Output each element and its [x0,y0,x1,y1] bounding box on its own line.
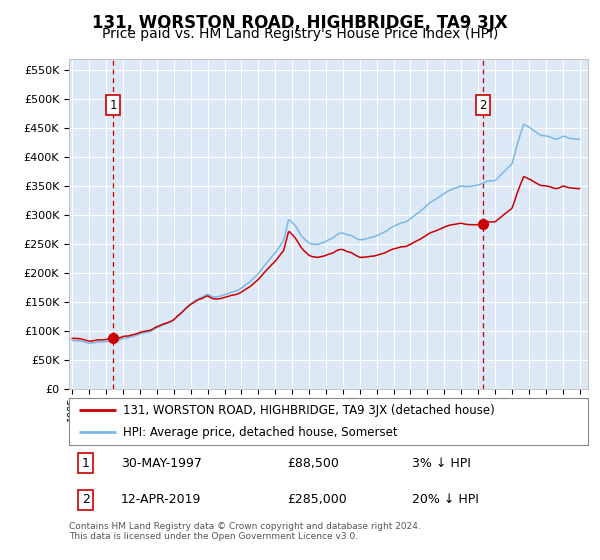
Text: 30-MAY-1997: 30-MAY-1997 [121,457,202,470]
Text: HPI: Average price, detached house, Somerset: HPI: Average price, detached house, Some… [124,426,398,439]
Text: £285,000: £285,000 [287,493,347,506]
Text: 12-APR-2019: 12-APR-2019 [121,493,201,506]
Text: £88,500: £88,500 [287,457,339,470]
Text: 1: 1 [82,457,90,470]
Text: 1: 1 [109,99,117,111]
Text: Price paid vs. HM Land Registry's House Price Index (HPI): Price paid vs. HM Land Registry's House … [102,27,498,41]
Text: Contains HM Land Registry data © Crown copyright and database right 2024.
This d: Contains HM Land Registry data © Crown c… [69,522,421,542]
Text: 2: 2 [82,493,90,506]
Text: 20% ↓ HPI: 20% ↓ HPI [412,493,478,506]
Text: 2: 2 [479,99,487,111]
Text: 131, WORSTON ROAD, HIGHBRIDGE, TA9 3JX: 131, WORSTON ROAD, HIGHBRIDGE, TA9 3JX [92,14,508,32]
Text: 131, WORSTON ROAD, HIGHBRIDGE, TA9 3JX (detached house): 131, WORSTON ROAD, HIGHBRIDGE, TA9 3JX (… [124,404,495,417]
Text: 3% ↓ HPI: 3% ↓ HPI [412,457,470,470]
